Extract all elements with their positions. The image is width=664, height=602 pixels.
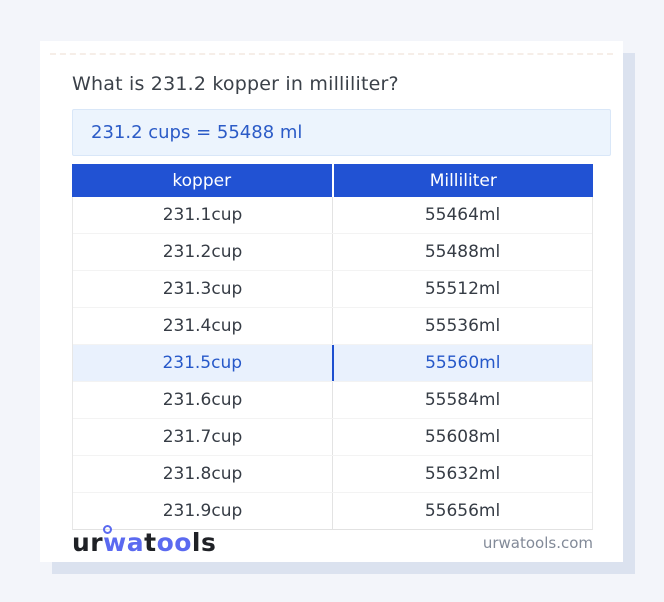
ml-cell: 55536ml [424, 316, 501, 336]
kopper-cell: 231.6cup [73, 382, 333, 418]
table-row[interactable]: 231.8cup 55632ml [73, 456, 592, 493]
kopper-cell: 231.2cup [73, 234, 333, 270]
ml-cell: 55560ml [425, 353, 501, 373]
table-header-row: kopper Milliliter [72, 164, 593, 197]
content-card: What is 231.2 kopper in milliliter? 231.… [40, 41, 623, 562]
logo-ring-icon [103, 525, 113, 534]
kopper-cell: 231.8cup [73, 456, 333, 492]
ml-cell: 55512ml [424, 279, 501, 299]
ml-cell: 55488ml [424, 242, 501, 262]
table-row[interactable]: 231.4cup 55536ml [73, 308, 592, 345]
kopper-cell: 231.3cup [73, 271, 333, 307]
ml-cell: 55608ml [424, 427, 501, 447]
table-body: 231.1cup 55464ml 231.2cup 55488ml 231.3c… [72, 197, 593, 530]
kopper-cell: 231.7cup [73, 419, 333, 455]
conversion-answer-text: 231.2 cups = 55488 ml [91, 122, 303, 143]
ml-cell: 55632ml [424, 464, 501, 484]
table-header-kopper: kopper [72, 164, 334, 197]
kopper-cell: 231.4cup [73, 308, 333, 344]
logo-segment-ur: ur [72, 528, 104, 557]
ml-cell: 55584ml [424, 390, 501, 410]
kopper-cell: 231.9cup [73, 493, 333, 529]
logo-segment-t: t [144, 528, 157, 557]
kopper-cell: 231.1cup [73, 197, 333, 233]
logo-segment-ls: ls [191, 528, 217, 557]
table-row[interactable]: 231.6cup 55584ml [73, 382, 592, 419]
logo-segment-wa: wa [103, 525, 144, 557]
ml-cell: 55464ml [424, 205, 501, 225]
footer: urwa tools urwatools.com [72, 525, 593, 559]
table-row[interactable]: 231.1cup 55464ml [73, 197, 592, 234]
site-domain-text: urwatools.com [482, 534, 593, 552]
urwatools-logo[interactable]: urwa tools [72, 525, 217, 557]
table-row[interactable]: 231.5cup 55560ml [73, 345, 592, 382]
table-header-milliliter: Milliliter [429, 170, 497, 191]
conversion-table: kopper Milliliter 231.1cup 55464ml 231.2… [72, 164, 593, 530]
conversion-answer-box: 231.2 cups = 55488 ml [72, 109, 611, 156]
table-row[interactable]: 231.9cup 55656ml [73, 493, 592, 529]
ml-cell: 55656ml [424, 501, 501, 521]
table-row[interactable]: 231.2cup 55488ml [73, 234, 592, 271]
decorative-dashed-line [50, 53, 613, 55]
table-row[interactable]: 231.3cup 55512ml [73, 271, 592, 308]
kopper-cell: 231.5cup [73, 345, 334, 381]
page-title: What is 231.2 kopper in milliliter? [72, 73, 399, 95]
table-row[interactable]: 231.7cup 55608ml [73, 419, 592, 456]
logo-segment-oo: oo [156, 528, 192, 557]
